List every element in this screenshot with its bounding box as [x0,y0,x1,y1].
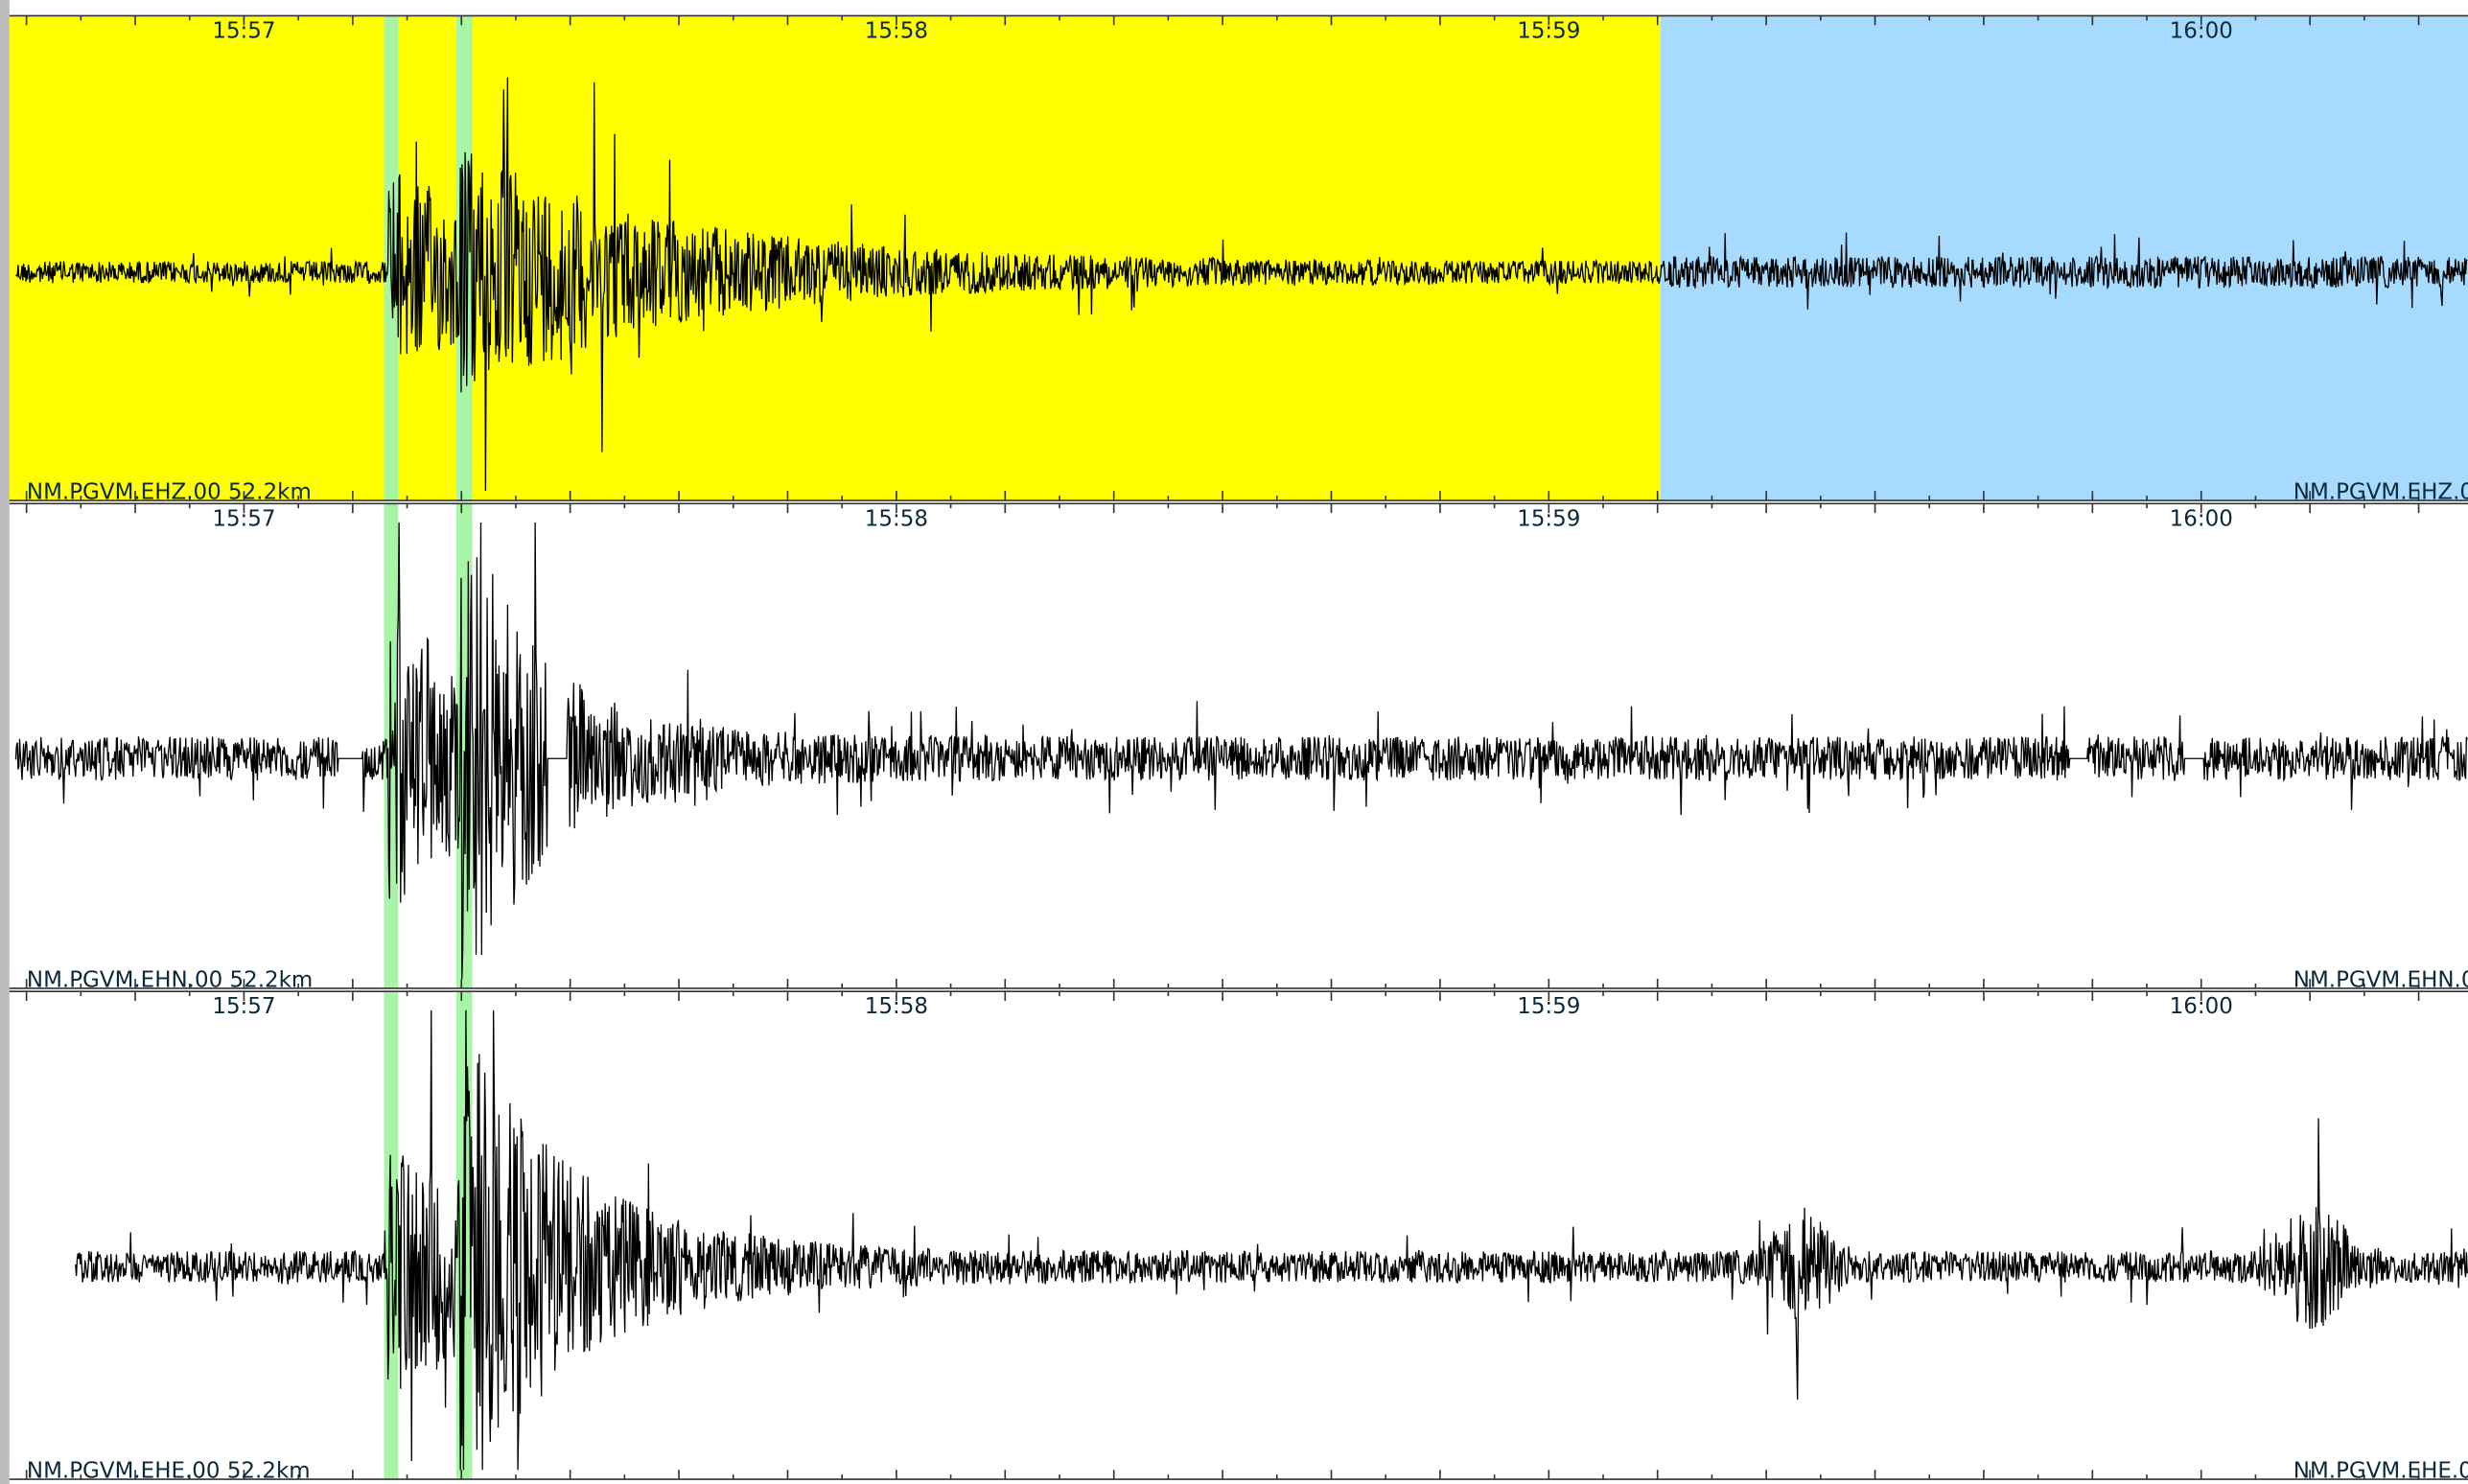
time-label: 15:58 [865,994,928,1019]
time-label: 15:57 [212,994,275,1019]
time-label: 15:57 [212,18,275,43]
channel-label: NM.PGVM.EHE.00 52.2km [27,1458,311,1483]
time-label: 15:58 [865,18,928,43]
time-label: 15:57 [212,506,275,531]
time-label: 15:59 [1517,18,1580,43]
time-label: 16:00 [2170,18,2233,43]
waveform [75,1009,2468,1471]
window-highlight [1660,15,2468,501]
time-label: 15:58 [865,506,928,531]
trace-panel: 15:57 15:58 15:59 16:00 NM.PGVM.EHE.00 52.2k… [9,990,2468,1483]
trace-panel: 15:57 15:58 15:59 16:00 NM.PGVM.EHN.00 52.2k… [9,502,2468,992]
time-label: 16:00 [2170,506,2233,531]
time-label: 16:00 [2170,994,2233,1019]
channel-label: NM.PGVM.EHN.00 52.2km [27,967,313,992]
waveform [15,77,2468,492]
channel-label: NM.PGVM.EHE.00 52.2km [2293,1458,2468,1483]
waveform [14,522,2468,980]
left-border [0,0,10,1484]
channel-label: NM.PGVM.EHZ.00 52.2km [27,479,312,504]
channel-label: NM.PGVM.EHZ.00 52.2km [2293,479,2468,504]
time-label: 15:59 [1517,506,1580,531]
trace-panel: 15:57 15:58 15:59 16:00 NM.PGVM.EHZ.00 52.2k… [9,14,2468,504]
time-label: 15:59 [1517,994,1580,1019]
channel-label: NM.PGVM.EHN.00 52.2km [2293,967,2468,992]
